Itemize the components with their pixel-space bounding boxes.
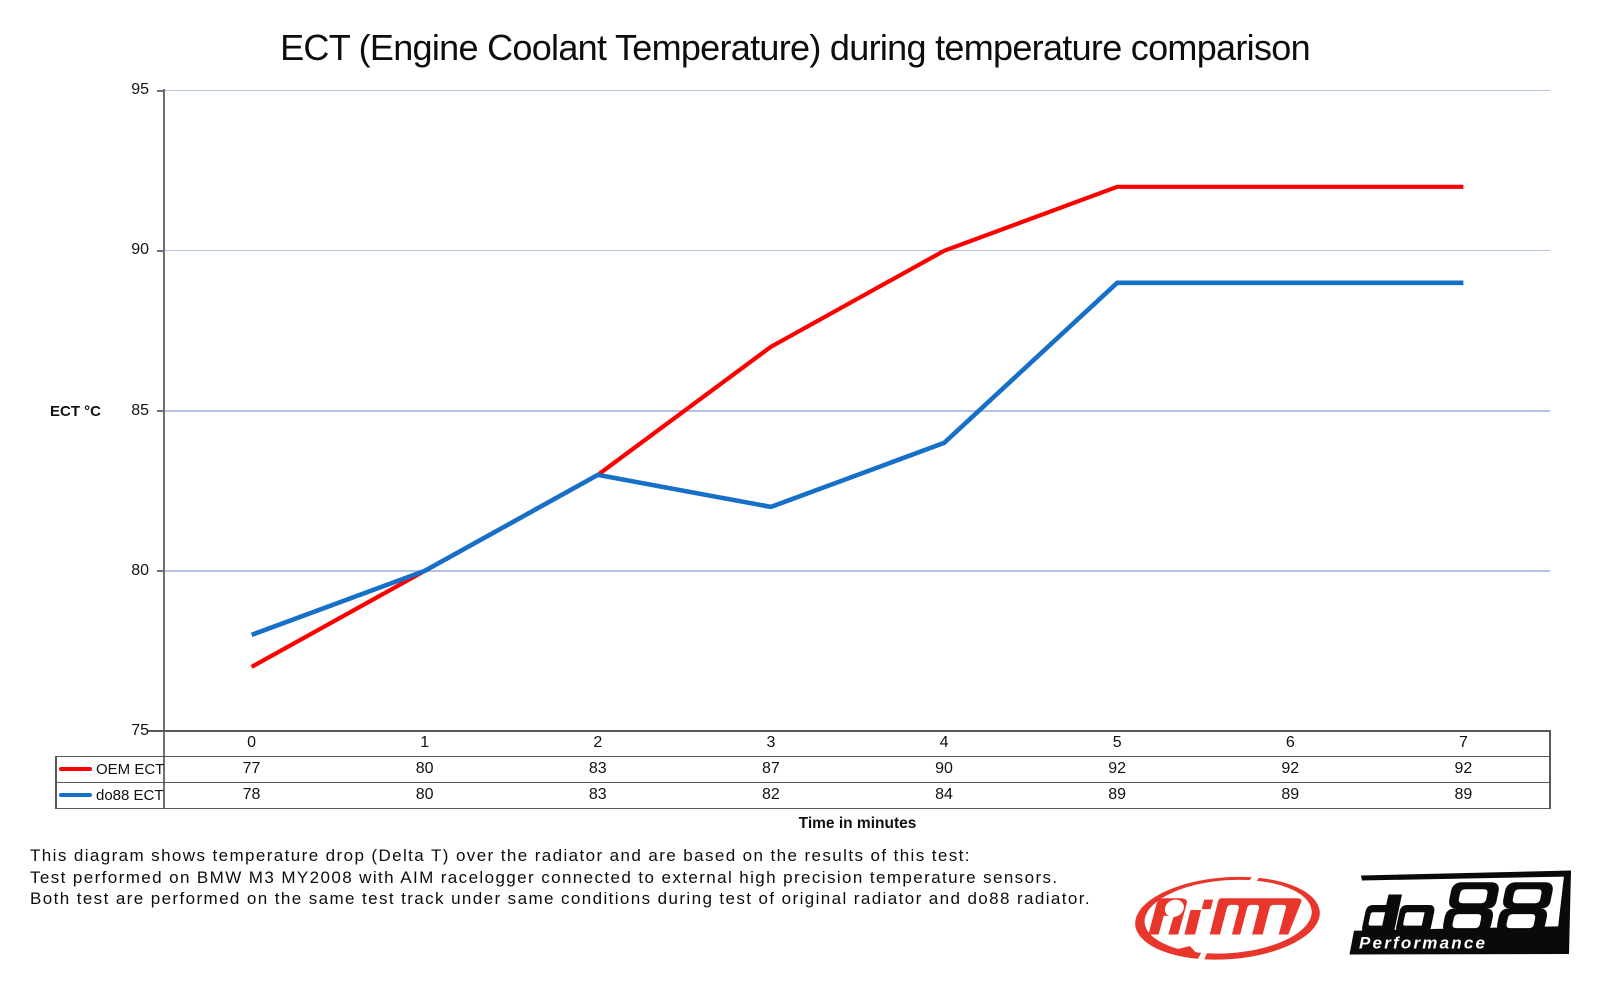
svg-text:Performance: Performance <box>1359 934 1487 953</box>
